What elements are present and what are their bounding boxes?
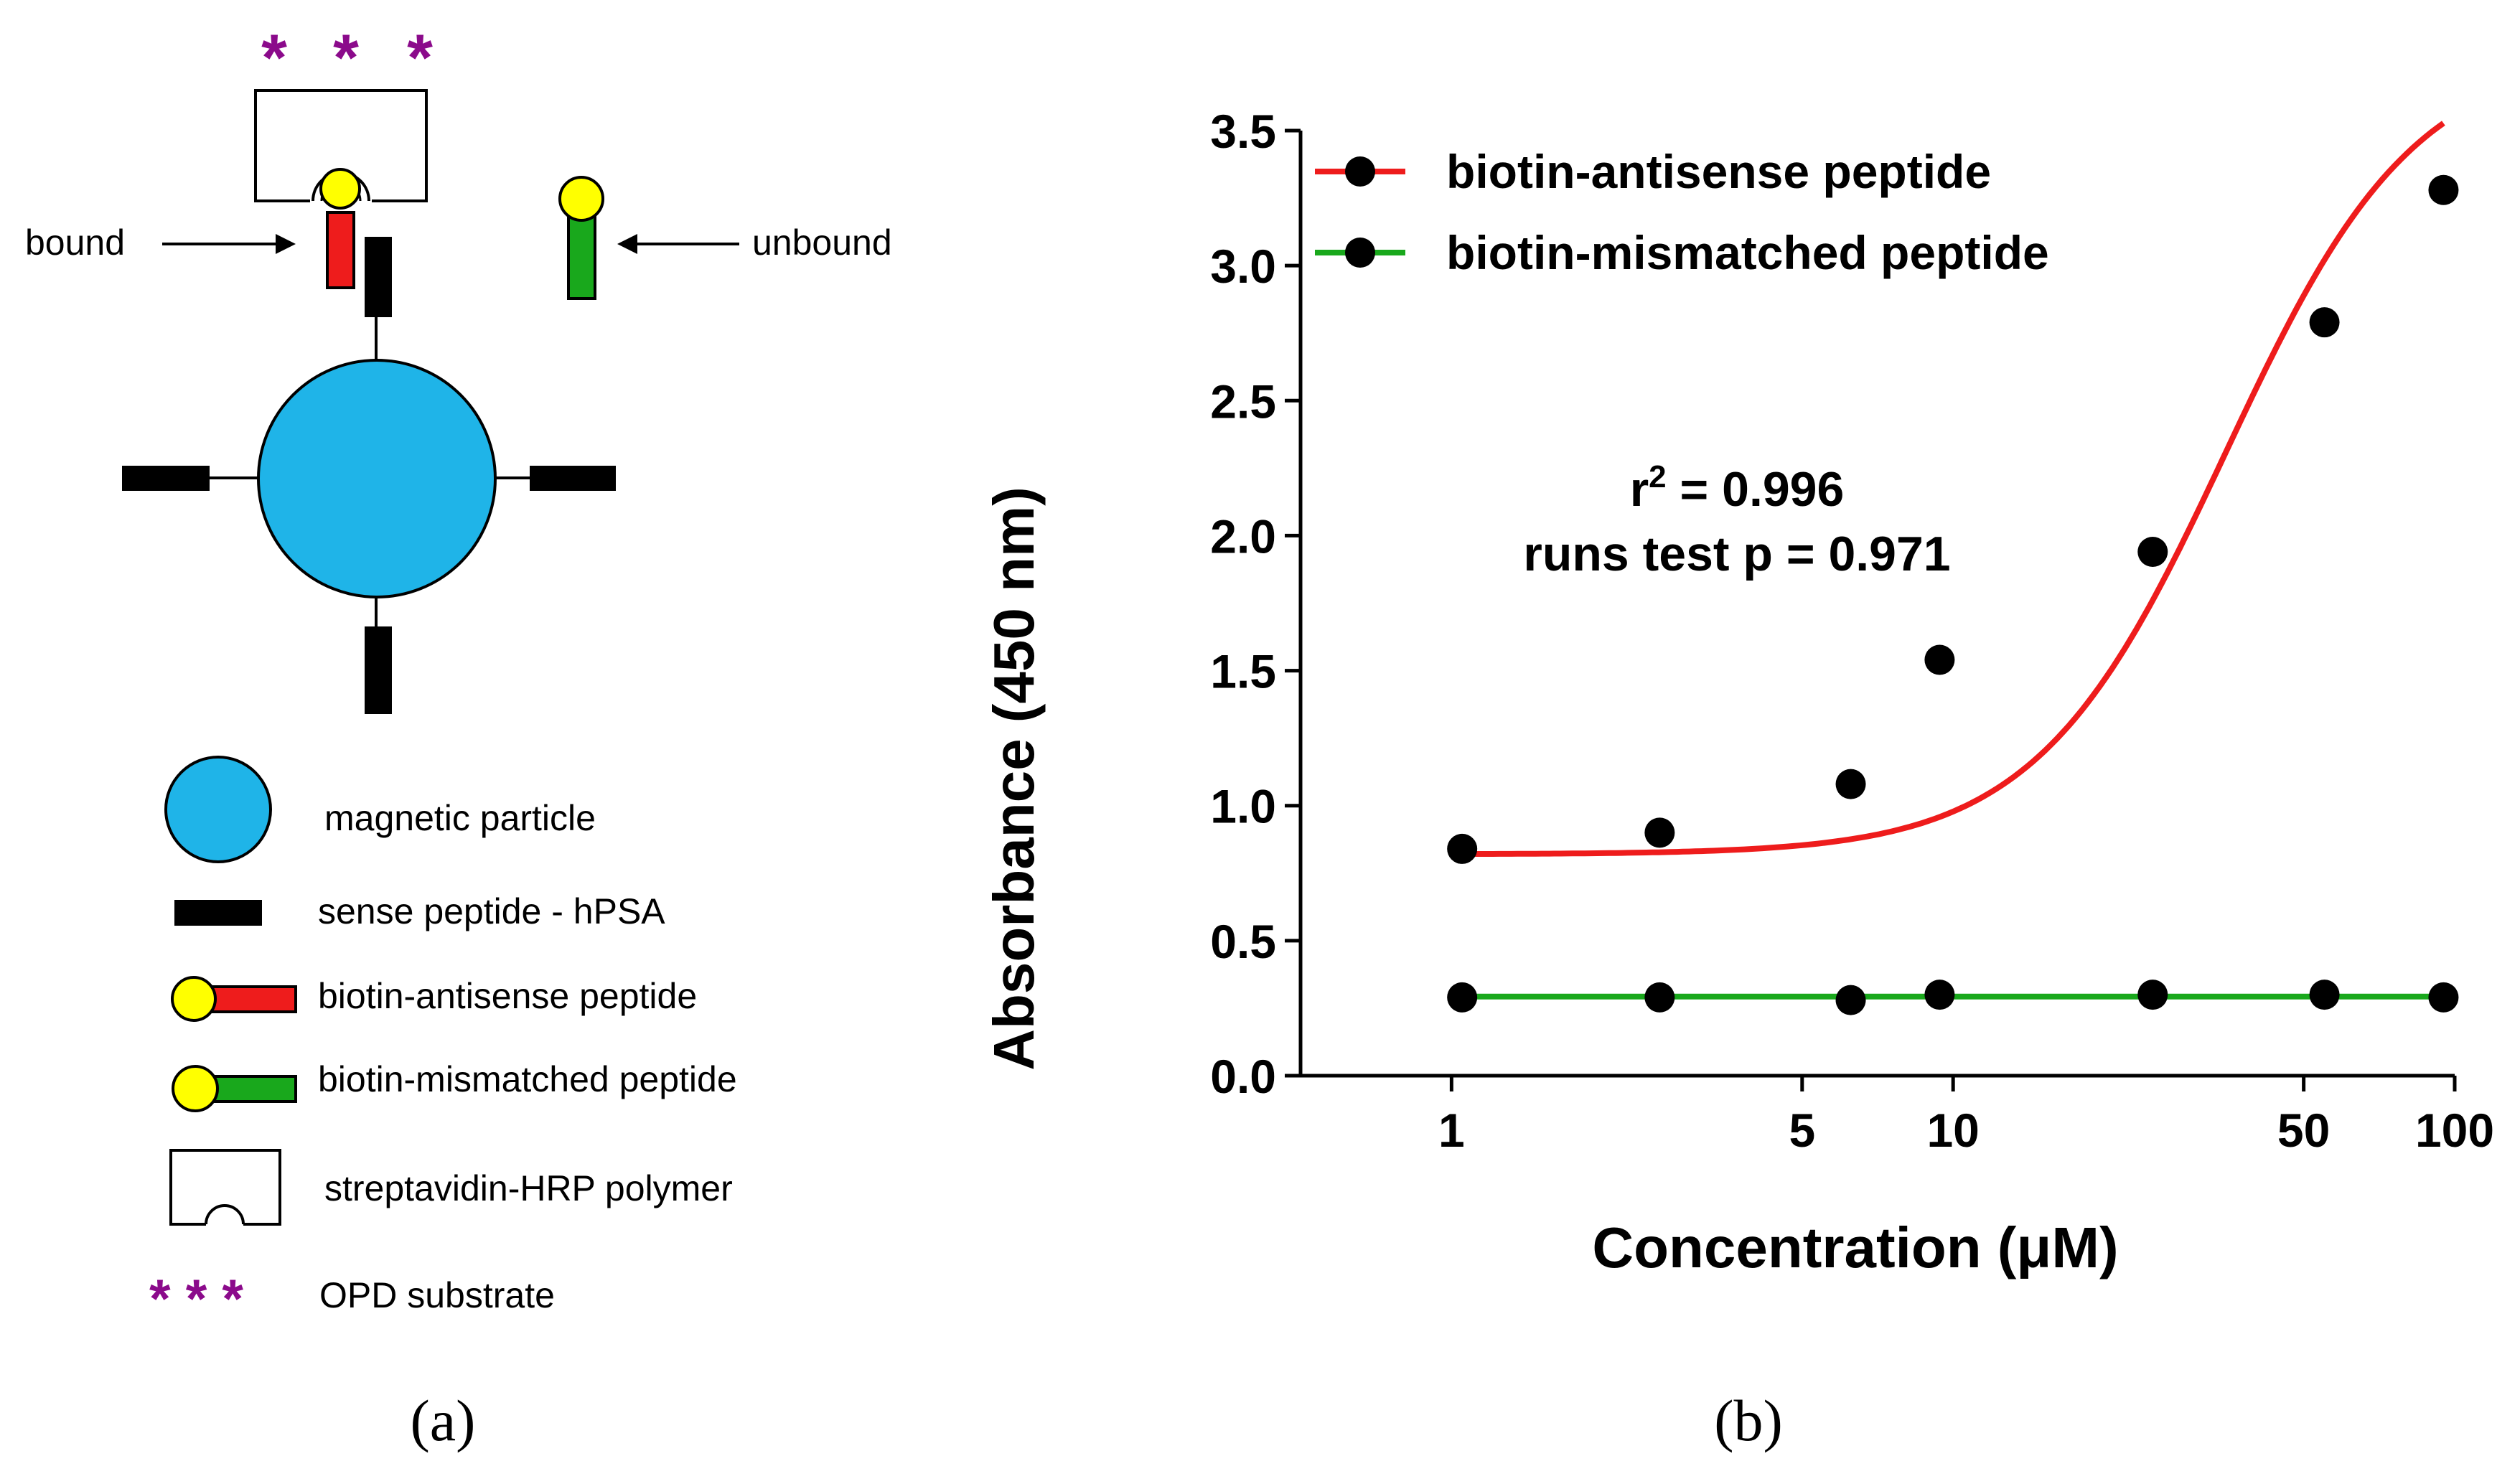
x-tick-label: 50: [2277, 1104, 2330, 1157]
x-tick-label: 5: [1789, 1104, 1815, 1157]
data-point-series-0: [1924, 644, 1955, 675]
legend-magnetic-particle: magnetic particle: [164, 756, 596, 863]
x-axis-ticks: 1 5 10 50 100: [1438, 1076, 2494, 1157]
streptavidin-hrp-icon: [169, 1149, 281, 1226]
fit-curve-series-0: [1462, 121, 2445, 858]
data-point-series-1: [1644, 982, 1675, 1013]
unbound-label: unbound: [752, 222, 892, 263]
unbound-arrow: [617, 234, 739, 254]
bound-arrow: [162, 234, 296, 254]
antisense-peptide-icon: [171, 976, 297, 1022]
r-squared-value: = 0.996: [1667, 462, 1845, 517]
bound-label: bound: [25, 222, 125, 263]
panel-b-caption: (b): [1714, 1388, 1783, 1453]
legend-label-series-1: biotin-mismatched peptide: [1446, 226, 2049, 279]
sense-peptide-top: [365, 237, 392, 317]
data-point-series-1: [2137, 980, 2168, 1010]
r-squared-exponent: 2: [1649, 459, 1666, 494]
legend-opd-substrate: * * * OPD substrate: [149, 1269, 555, 1330]
absorbance-chart: 0.0 0.5 1.0 1.5 2.0 2.5 3.0 3.5 1 5 10 50 100 bioti…: [982, 105, 2494, 1279]
magnetic-particle-assembly: [122, 237, 616, 714]
x-axis-label: Concentration (μM): [1592, 1216, 2118, 1279]
opd-star-1: *: [261, 22, 287, 95]
legend-label: biotin-mismatched peptide: [318, 1059, 737, 1099]
data-point-series-1: [1447, 982, 1478, 1013]
data-point-series-0: [2137, 537, 2168, 568]
data-point-series-0: [1447, 833, 1478, 864]
legend-label: sense peptide - hPSA: [318, 891, 665, 931]
mismatched-peptide-icon: [172, 1065, 297, 1112]
y-tick-label: 1.0: [1210, 780, 1276, 833]
legend-label: magnetic particle: [324, 798, 596, 838]
panel-a-caption: (a): [410, 1388, 475, 1453]
y-tick-label: 1.5: [1210, 645, 1276, 698]
y-tick-label: 2.5: [1210, 375, 1276, 428]
legend-label: OPD substrate: [319, 1275, 555, 1315]
chart-series: [1447, 121, 2459, 1015]
y-tick-label: 3.5: [1210, 105, 1276, 158]
y-tick-label: 0.0: [1210, 1050, 1276, 1103]
data-point-series-0: [2428, 174, 2459, 205]
x-tick-label: 100: [2415, 1104, 2494, 1157]
sense-peptide-icon: [174, 900, 262, 926]
legend-antisense-peptide: biotin-antisense peptide: [171, 976, 697, 1022]
magnetic-particle: [257, 359, 497, 598]
legend-marker-series-1: [1345, 238, 1375, 268]
sense-peptide-right: [530, 466, 616, 491]
sense-peptide-bottom: [365, 626, 392, 714]
unbound-mismatched-peptide: [558, 176, 604, 300]
panel-a-legend: magnetic particle sense peptide - hPSA b…: [149, 756, 737, 1330]
chart-legend: biotin-antisense peptide biotin-mismatche…: [1315, 145, 2049, 279]
data-point-series-0: [2309, 307, 2340, 338]
legend-label: streptavidin-HRP polymer: [324, 1168, 733, 1208]
y-tick-label: 3.0: [1210, 240, 1276, 293]
data-point-series-1: [1924, 980, 1955, 1010]
y-tick-label: 2.0: [1210, 509, 1276, 563]
opd-substrate-icon: * * *: [149, 1269, 243, 1330]
legend-label: biotin-antisense peptide: [318, 976, 697, 1016]
legend-label-series-0: biotin-antisense peptide: [1446, 145, 1991, 198]
x-tick-label: 10: [1926, 1104, 1979, 1157]
data-point-series-0: [1644, 817, 1675, 848]
opd-star-3: *: [407, 22, 433, 95]
data-point-series-0: [1835, 769, 1866, 799]
legend-sense-peptide: sense peptide - hPSA: [174, 891, 665, 931]
data-point-series-1: [2309, 980, 2340, 1010]
runs-test-annotation: runs test p = 0.971: [1523, 527, 1950, 581]
panel-a-diagram: * * * bound unbound: [25, 22, 892, 714]
r-squared-symbol: r: [1630, 462, 1649, 517]
y-axis-ticks: 0.0 0.5 1.0 1.5 2.0 2.5 3.0 3.5: [1210, 105, 1301, 1103]
y-axis-label: Absorbance (450 nm): [982, 487, 1046, 1071]
data-point-series-1: [2428, 982, 2459, 1013]
y-tick-label: 0.5: [1210, 915, 1276, 968]
opd-star-2: *: [333, 22, 359, 95]
magnetic-particle-icon: [164, 756, 272, 863]
bound-antisense-peptide: [319, 168, 361, 289]
legend-marker-series-0: [1345, 156, 1375, 187]
legend-mismatched-peptide: biotin-mismatched peptide: [172, 1059, 737, 1112]
chart-axes: [1298, 131, 2455, 1078]
x-tick-label: 1: [1438, 1104, 1465, 1157]
data-point-series-1: [1835, 985, 1866, 1015]
legend-streptavidin-hrp: streptavidin-HRP polymer: [169, 1149, 733, 1226]
r-squared-annotation: r2 = 0.996: [1630, 459, 1845, 517]
sense-peptide-left: [122, 466, 210, 491]
